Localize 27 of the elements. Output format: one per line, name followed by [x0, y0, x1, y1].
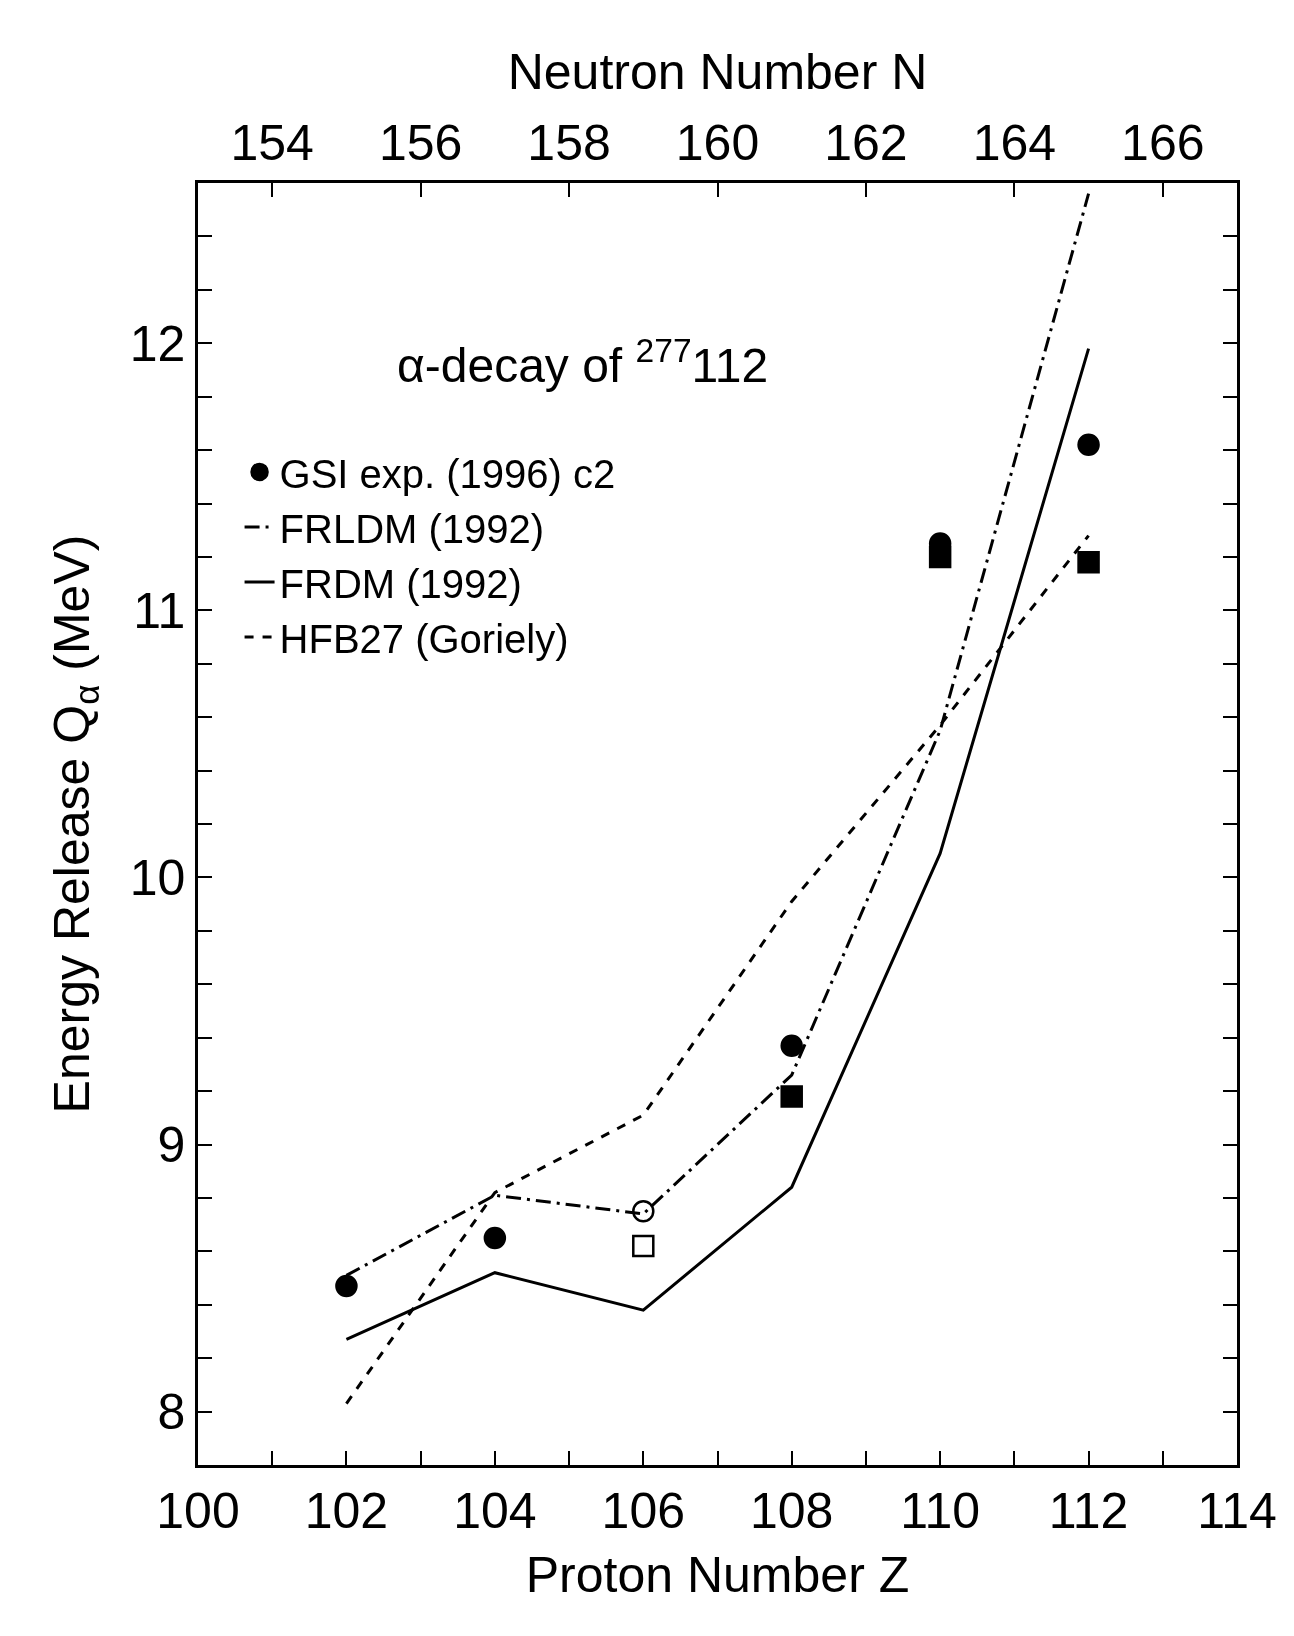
x-tick-label: 100 [156, 1482, 240, 1539]
annotation: α-decay of $^{277}$112 [397, 332, 769, 393]
y-tick-label: 12 [129, 315, 186, 372]
x2-tick-label: 160 [675, 115, 760, 172]
y-tick-label: 10 [129, 849, 186, 906]
y-tick-label: 9 [157, 1117, 186, 1173]
x-tick-label: 112 [1048, 1482, 1129, 1539]
x-tick-label: 102 [304, 1482, 389, 1539]
x-tick-label: 106 [601, 1482, 686, 1539]
x-tick-label: 104 [453, 1482, 537, 1539]
x-tick-label: 114 [1197, 1482, 1277, 1539]
x-axis-title: Proton Number Z [525, 1547, 910, 1604]
x-tick-label: 108 [749, 1482, 834, 1539]
y-tick-label: 11 [133, 582, 186, 639]
x-tick-label: 110 [900, 1482, 980, 1539]
y-tick-label: 8 [157, 1384, 186, 1441]
legend-label: FRDM (1992) [279, 561, 522, 606]
x2-tick-label: 156 [378, 115, 463, 172]
legend-label: HFB27 (Goriely) [279, 616, 569, 661]
x2-tick-label: 158 [527, 115, 611, 172]
x2-tick-label: 164 [972, 115, 1057, 172]
x2-tick-label: 154 [230, 115, 314, 172]
x2-tick-label: 162 [824, 115, 908, 172]
legend-label: FRLDM (1992) [279, 506, 545, 551]
x2-tick-label: 166 [1121, 115, 1205, 172]
legend-label: GSI exp. (1996) c2 [279, 451, 616, 496]
x2-axis-title: Neutron Number N [507, 44, 928, 101]
